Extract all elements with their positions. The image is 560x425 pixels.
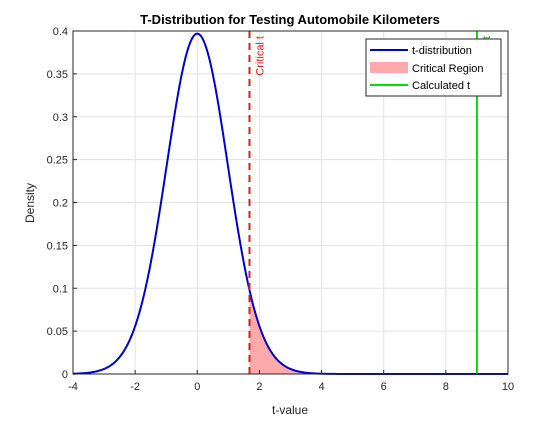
critical-region-area-layer [249,290,509,374]
critical-region-area [249,290,509,374]
y-tick-label: 0.4 [53,26,68,38]
legend-label-t-distribution: t-distribution [412,45,472,57]
y-tick-label: 0.3 [53,112,68,124]
x-tick-label: 6 [381,381,387,393]
x-axis-label: t-value [272,403,308,417]
legend-label-calculated-t: Calculated t [412,80,470,92]
annotation-layer: Critical t t [255,36,493,76]
legend: t-distribution Critical Region Calculate… [365,38,502,97]
x-tick-label: 0 [194,381,200,393]
x-tick-label: -2 [130,381,140,393]
critical-t-annotation: Critical t [255,36,267,76]
chart-title: T-Distribution for Testing Automobile Ki… [140,12,440,27]
x-tick-label: 10 [502,381,514,393]
legend-label-critical-region: Critical Region [412,63,484,75]
y-tick-label: 0.25 [47,155,68,167]
y-tick-label: 0.1 [53,283,68,295]
y-tick-label: 0.05 [47,326,68,338]
x-tick-label: 4 [319,381,325,393]
y-tick-label: 0.2 [53,198,68,210]
y-tick-label: 0 [62,369,68,381]
axis-ticks [72,30,509,375]
y-tick-label: 0.15 [47,240,68,252]
x-tick-label: 8 [443,381,449,393]
legend-swatch-critical-region [370,62,408,73]
y-axis-label: Density [23,183,37,223]
calculated-t-annotation: t [481,36,493,39]
x-tick-label: -4 [68,381,78,393]
y-tick-label: 0.35 [47,69,68,81]
x-tick-label: 2 [256,381,262,393]
axis-tick-labels: -4 -2 0 2 4 6 8 10 0 0.05 0.1 0.15 0.2 0.25 0.3 0.35 0.4 [47,26,515,393]
